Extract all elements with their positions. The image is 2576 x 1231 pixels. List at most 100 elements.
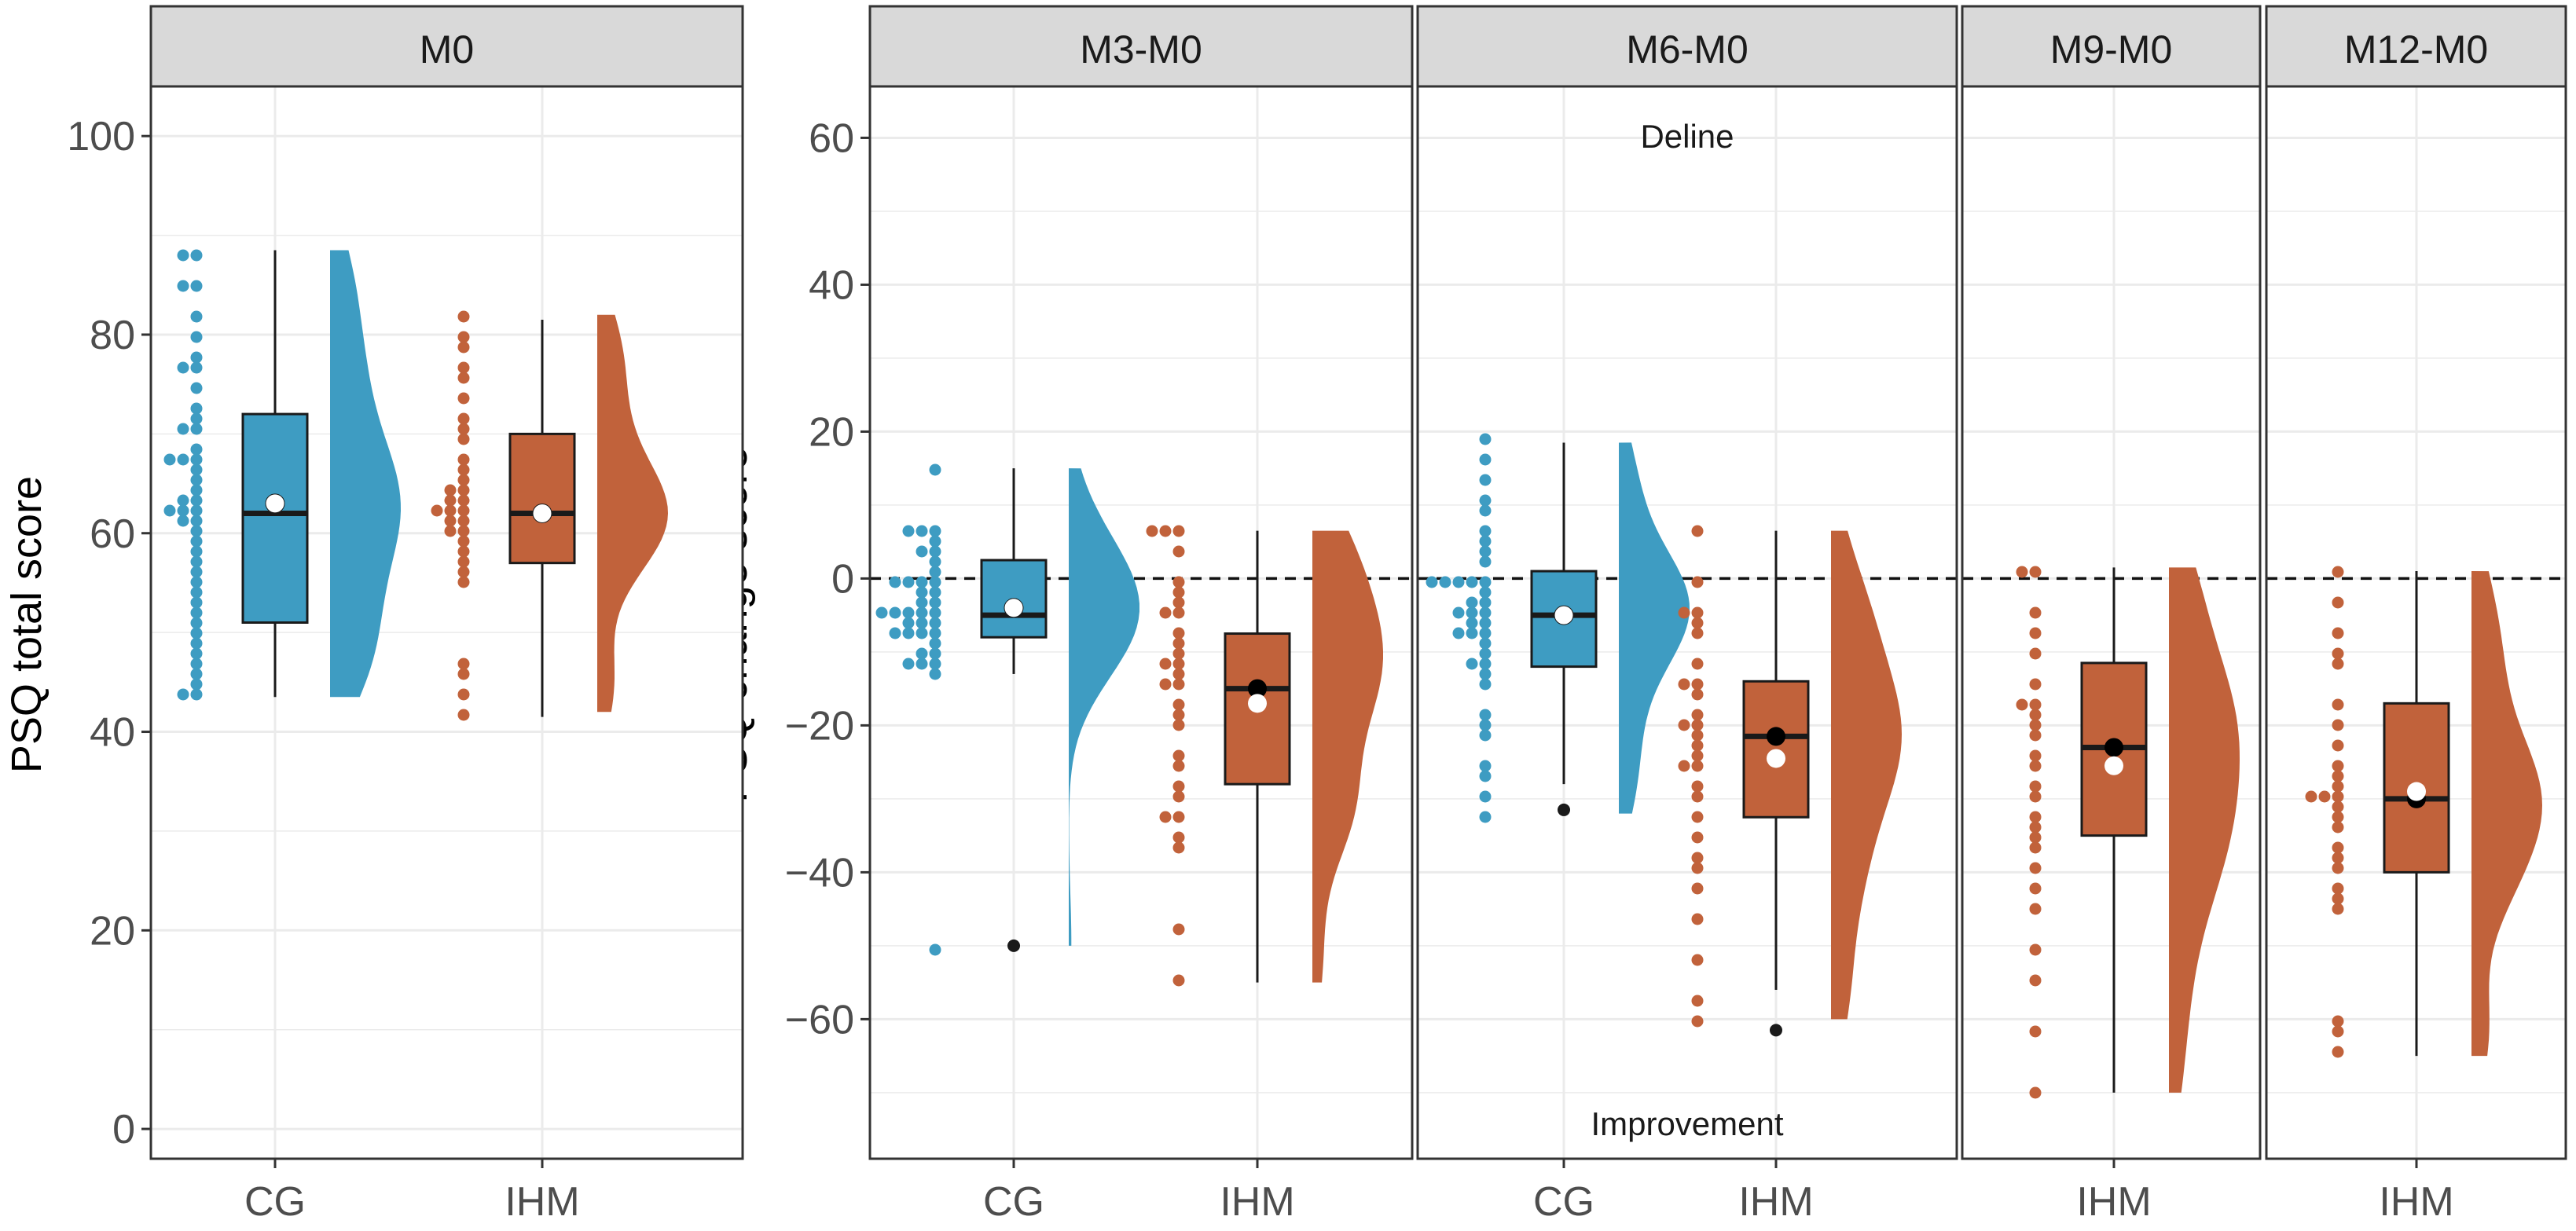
mean-white-dot — [2104, 756, 2123, 775]
data-point — [2029, 627, 2042, 639]
data-point — [190, 402, 203, 415]
data-point — [1426, 576, 1438, 588]
data-point — [190, 515, 203, 527]
panel-m12-m0: M12-M0 IHM — [2265, 5, 2567, 1225]
data-point — [1172, 678, 1185, 691]
data-point — [916, 596, 928, 609]
group-ihm-m9-m0: IHM — [2016, 566, 2240, 1225]
data-point — [2332, 811, 2344, 823]
data-point — [190, 412, 203, 425]
data-point — [1691, 729, 1704, 742]
data-point — [2332, 658, 2344, 670]
x-tick-label: IHM — [1220, 1179, 1294, 1225]
data-point — [929, 576, 941, 588]
group-ihm-m6-m0: IHM — [1678, 525, 1902, 1225]
data-point — [2332, 892, 2344, 905]
data-point — [1691, 882, 1704, 895]
data-point — [1691, 1015, 1704, 1028]
data-point — [929, 535, 941, 548]
group-cg-m3-m0: CG — [875, 463, 1139, 1225]
data-point — [1691, 688, 1704, 701]
data-point — [1691, 913, 1704, 925]
mean-white-dot — [1004, 598, 1024, 618]
data-point — [457, 709, 470, 721]
data-point — [1479, 719, 1492, 731]
density-half-violin — [2169, 567, 2240, 1093]
data-point — [457, 463, 470, 476]
data-point — [1691, 617, 1704, 629]
group-ihm-m0: IHM — [431, 310, 668, 1225]
data-point — [444, 494, 457, 507]
data-point — [889, 576, 901, 588]
data-point — [916, 545, 928, 558]
data-point — [190, 331, 203, 343]
facet-strip-m12-m0 — [2265, 5, 2567, 88]
data-point — [2029, 678, 2042, 691]
data-point — [190, 586, 203, 599]
data-point — [929, 668, 941, 680]
density-half-violin — [597, 314, 668, 713]
plot-background — [1962, 86, 2260, 1159]
data-point — [190, 658, 203, 670]
data-point — [1466, 658, 1478, 670]
data-point — [2029, 1025, 2042, 1038]
data-point — [1172, 760, 1185, 772]
data-point — [1172, 658, 1185, 670]
data-point — [902, 576, 915, 588]
data-point — [177, 249, 189, 262]
data-point — [2332, 882, 2344, 895]
data-point — [1479, 668, 1492, 680]
data-point — [929, 617, 941, 629]
data-point — [1479, 617, 1492, 629]
data-point — [177, 504, 189, 517]
data-point — [1691, 658, 1704, 670]
data-point — [916, 586, 928, 599]
data-point — [2029, 566, 2042, 578]
y-tick-label: 80 — [90, 313, 135, 358]
group-cg-m0: CG — [163, 249, 401, 1225]
x-tick-label: IHM — [2379, 1179, 2453, 1225]
data-point — [1479, 596, 1492, 609]
data-point — [1479, 790, 1492, 803]
data-point — [1172, 606, 1185, 619]
data-point — [2332, 790, 2344, 803]
data-point — [2332, 1046, 2344, 1058]
data-point — [2029, 821, 2042, 833]
panel-border — [1416, 85, 1958, 1160]
data-point — [444, 504, 457, 517]
data-point — [1479, 637, 1492, 650]
density-half-violin — [1619, 442, 1690, 814]
data-point — [1678, 719, 1690, 731]
data-point — [1479, 709, 1492, 721]
data-point — [190, 576, 203, 588]
data-point — [1172, 627, 1185, 639]
mean-white-dot — [265, 493, 285, 514]
data-point — [1479, 586, 1492, 599]
data-point — [1172, 811, 1185, 823]
data-point — [2332, 627, 2344, 639]
density-half-violin — [1069, 468, 1139, 946]
facet-title-m3-m0: M3-M0 — [1080, 27, 1202, 71]
data-point — [457, 658, 470, 670]
data-point — [916, 627, 928, 639]
data-point — [1691, 852, 1704, 864]
data-point — [2332, 719, 2344, 731]
data-point — [457, 392, 470, 405]
data-point — [190, 351, 203, 364]
data-point — [190, 453, 203, 466]
mean-black-dot — [1248, 679, 1267, 698]
annotation-improvement: Improvement — [1591, 1105, 1783, 1142]
data-point — [916, 576, 928, 588]
data-point — [1439, 576, 1451, 588]
data-point — [1466, 617, 1478, 629]
data-point — [916, 525, 928, 537]
data-point — [177, 453, 189, 466]
data-point — [929, 637, 941, 650]
panel-border — [2265, 85, 2567, 1160]
data-point — [1172, 790, 1185, 803]
data-point — [929, 596, 941, 609]
data-point — [2016, 566, 2028, 578]
data-point — [929, 606, 941, 619]
x-tick-label: CG — [1533, 1179, 1594, 1225]
x-tick-label: IHM — [2076, 1179, 2151, 1225]
